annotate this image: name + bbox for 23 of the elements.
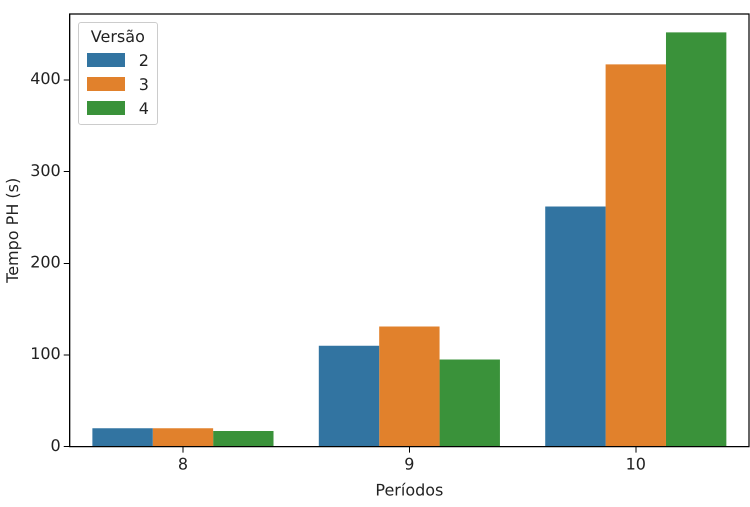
y-tick-label: 100: [30, 344, 61, 364]
y-tick-label: 200: [30, 252, 61, 272]
bar: [152, 428, 214, 446]
bar: [92, 428, 153, 446]
bar: [440, 360, 500, 446]
bar: [666, 32, 726, 446]
x-axis-title: Períodos: [375, 480, 444, 500]
legend-label: 2: [138, 50, 149, 70]
y-tick-label: 0: [50, 436, 61, 455]
bar: [545, 206, 606, 446]
bar: [318, 346, 380, 446]
y-tick-label: 400: [30, 69, 61, 88]
legend-label: 4: [138, 98, 149, 118]
x-tick-label: 10: [626, 454, 646, 474]
bar: [379, 326, 440, 446]
legend-title: Versão: [90, 27, 146, 46]
bar: [606, 64, 666, 446]
legend-label: 3: [138, 74, 149, 94]
x-tick-label: 9: [404, 454, 414, 474]
x-tick-label: 8: [178, 454, 188, 474]
y-tick-label: 300: [30, 160, 61, 180]
y-axis-title: Tempo PH (s): [2, 178, 22, 284]
bar: [213, 431, 274, 446]
